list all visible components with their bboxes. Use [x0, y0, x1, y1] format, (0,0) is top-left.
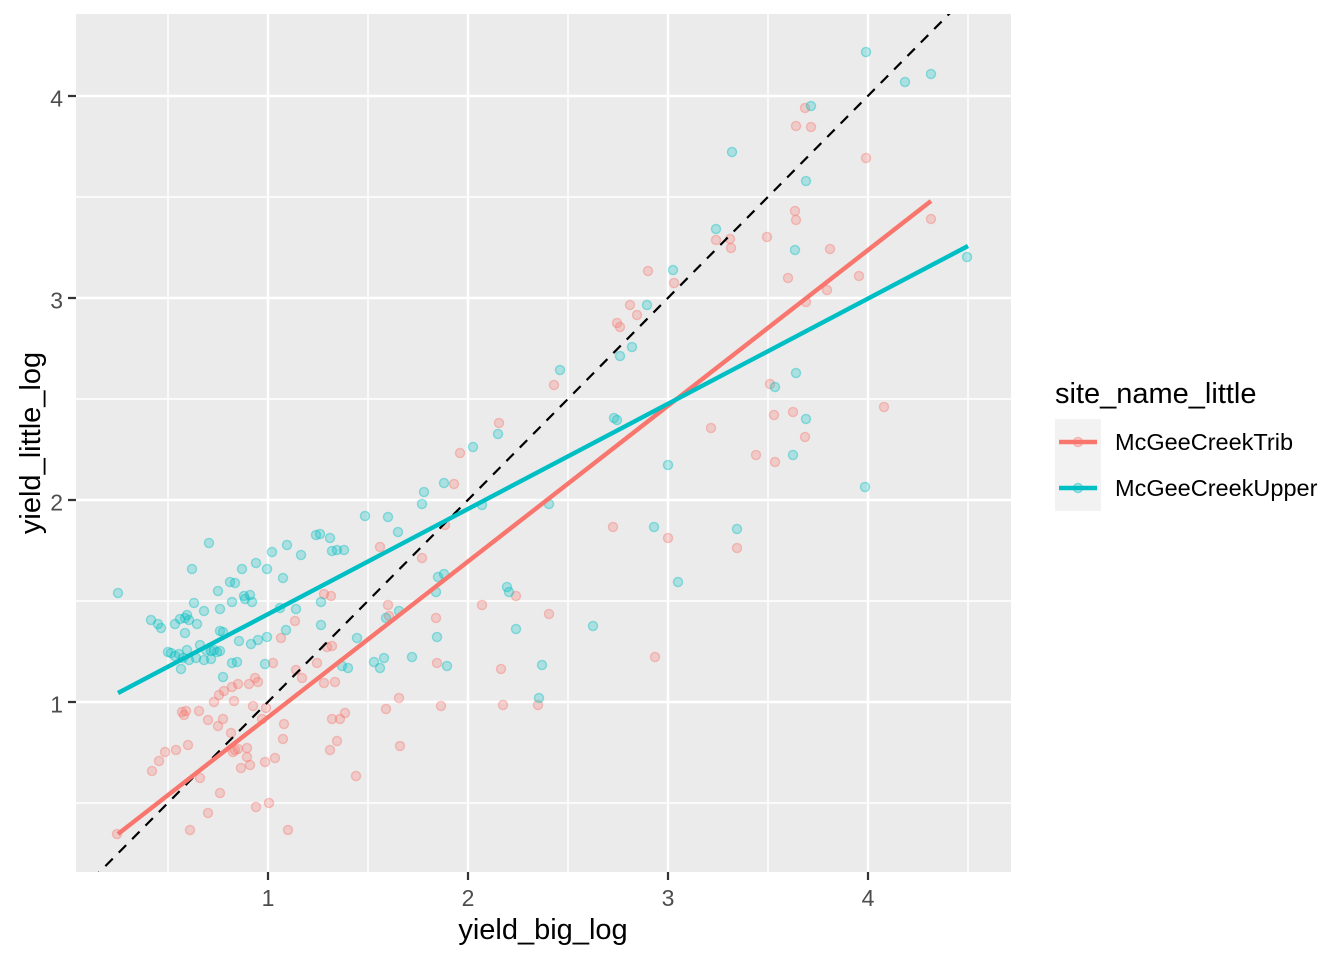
svg-text:3: 3: [662, 885, 675, 911]
svg-text:4: 4: [50, 86, 63, 112]
svg-text:1: 1: [262, 885, 275, 911]
svg-text:McGeeCreekUpper: McGeeCreekUpper: [1115, 475, 1318, 501]
svg-text:1: 1: [50, 692, 63, 718]
svg-text:2: 2: [462, 885, 475, 911]
svg-text:McGeeCreekTrib: McGeeCreekTrib: [1115, 429, 1293, 455]
svg-text:2: 2: [50, 490, 63, 516]
svg-text:4: 4: [862, 885, 875, 911]
svg-text:3: 3: [50, 288, 63, 314]
svg-text:site_name_little: site_name_little: [1055, 378, 1257, 410]
svg-text:yield_little_log: yield_little_log: [15, 352, 47, 534]
svg-text:yield_big_log: yield_big_log: [458, 914, 627, 946]
